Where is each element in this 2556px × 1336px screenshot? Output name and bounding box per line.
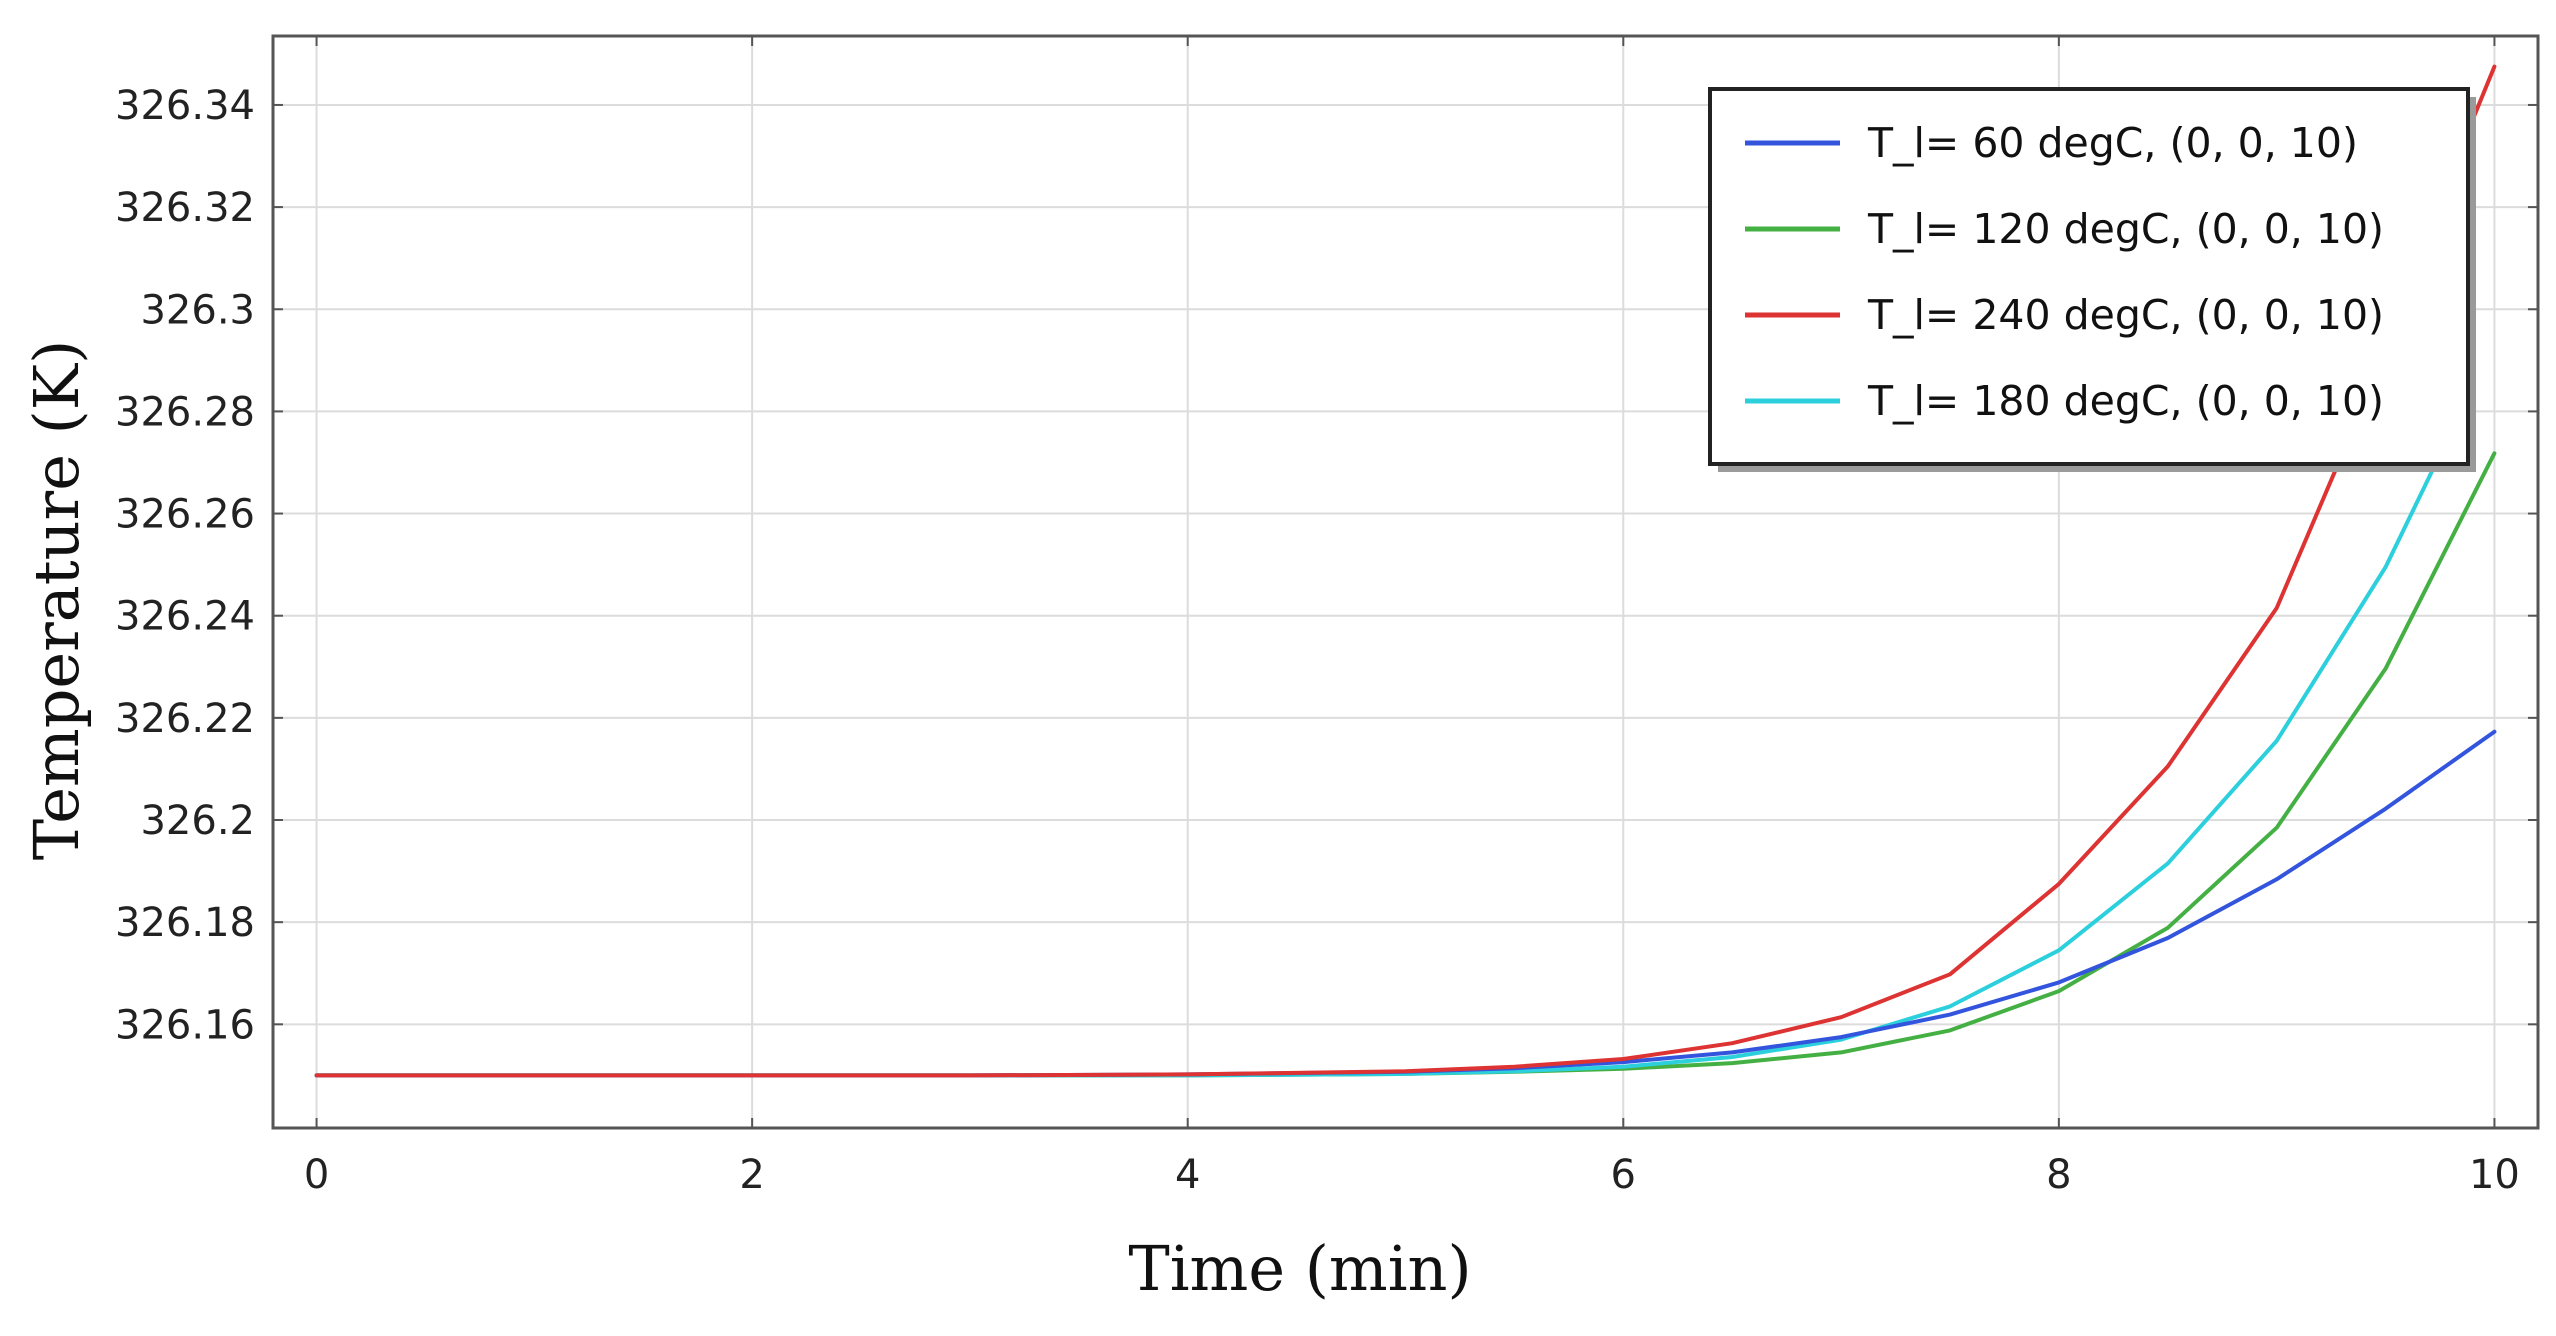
y-tick-label: 326.32 [115, 185, 255, 231]
series-lines [314, 64, 2497, 1078]
y-tick-label: 326.3 [140, 287, 255, 333]
legend-label-2: T_l= 120 degC, (0, 0, 10) [1867, 205, 2384, 253]
y-tick-label: 326.24 [115, 594, 255, 640]
y-tick-label: 326.28 [115, 389, 255, 435]
series-line-3 [314, 64, 2497, 1078]
y-tick-label: 326.22 [115, 696, 255, 742]
grid-lines [273, 36, 2538, 1128]
x-tick-label: 10 [2469, 1152, 2520, 1198]
y-tick-label: 326.16 [115, 1002, 255, 1048]
y-tick-label: 326.26 [115, 492, 255, 538]
x-tick-label: 4 [1175, 1152, 1200, 1198]
plot-area-frame [271, 34, 2540, 1130]
x-tick-label: 0 [304, 1152, 329, 1198]
legend-label-3: T_l= 240 degC, (0, 0, 10) [1867, 291, 2384, 339]
axis-ticks: 0 2 4 6 8 10 326.16 326.18 326.2 326.22 326.24 326.… [115, 36, 2538, 1198]
x-axis-title: Time (min) [1128, 1232, 1471, 1305]
x-tick-label: 8 [2046, 1152, 2071, 1198]
legend-label-1: T_l= 60 degC, (0, 0, 10) [1867, 119, 2358, 167]
y-axis-title: Temperature (K) [20, 340, 93, 861]
legend-label-4: T_l= 180 degC, (0, 0, 10) [1867, 377, 2384, 425]
legend: T_l= 60 degC, (0, 0, 10) T_l= 120 degC, (… [1708, 87, 2476, 472]
y-tick-label: 326.34 [115, 83, 255, 129]
x-tick-label: 6 [1611, 1152, 1636, 1198]
y-tick-label: 326.2 [140, 798, 255, 844]
y-tick-label: 326.18 [115, 900, 255, 946]
x-tick-label: 2 [739, 1152, 764, 1198]
